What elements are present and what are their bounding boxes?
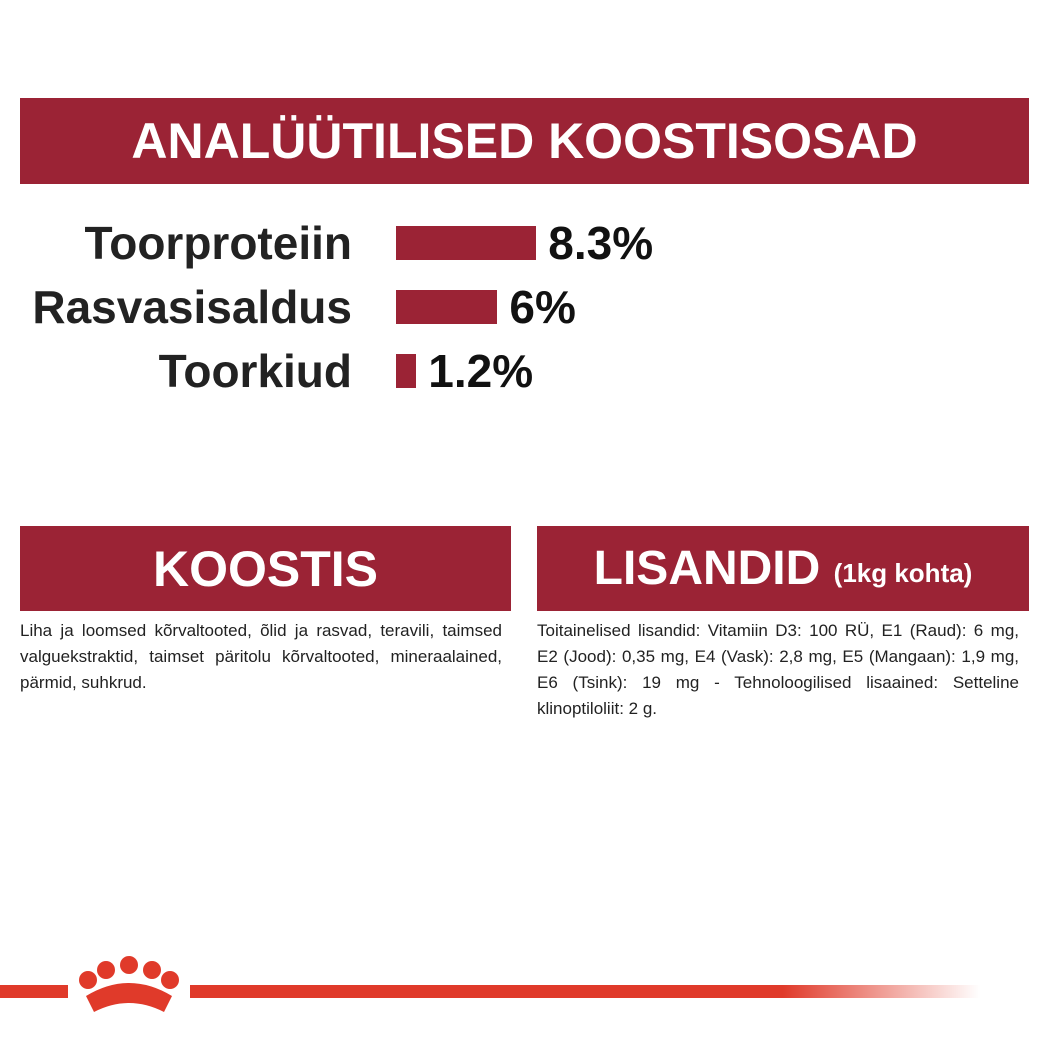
koostis-text: Liha ja loomsed kõrvaltooted, õlid ja ra… [20, 621, 502, 692]
bar [396, 354, 417, 388]
category-label: Toorkiud [158, 345, 352, 397]
value-label: 1.2% [428, 345, 534, 397]
lisandid-header: LISANDID (1kg kohta) [537, 526, 1029, 611]
value-label: 6% [509, 281, 576, 333]
bar [396, 226, 537, 260]
category-label: Toorproteiin [84, 217, 352, 269]
category-label: Rasvasisaldus [32, 281, 352, 333]
footer-line [190, 985, 980, 998]
lisandid-title: LISANDID [593, 542, 821, 595]
koostis-title: KOOSTIS [152, 540, 379, 597]
bar [396, 290, 498, 324]
analysis-header: ANALÜÜTILISED KOOSTISOSAD [20, 98, 1029, 184]
footer-line [0, 985, 68, 998]
crown-logo [79, 956, 179, 1012]
value-label: 8.3% [548, 217, 654, 269]
footer [0, 956, 980, 1012]
analysis-title: ANALÜÜTILISED KOOSTISOSAD [131, 113, 918, 169]
lisandid-subtitle: (1kg kohta) [833, 558, 973, 588]
lisandid-text: Toitainelised lisandid: Vitamiin D3: 100… [537, 621, 1019, 718]
koostis-header: KOOSTIS [20, 526, 511, 611]
